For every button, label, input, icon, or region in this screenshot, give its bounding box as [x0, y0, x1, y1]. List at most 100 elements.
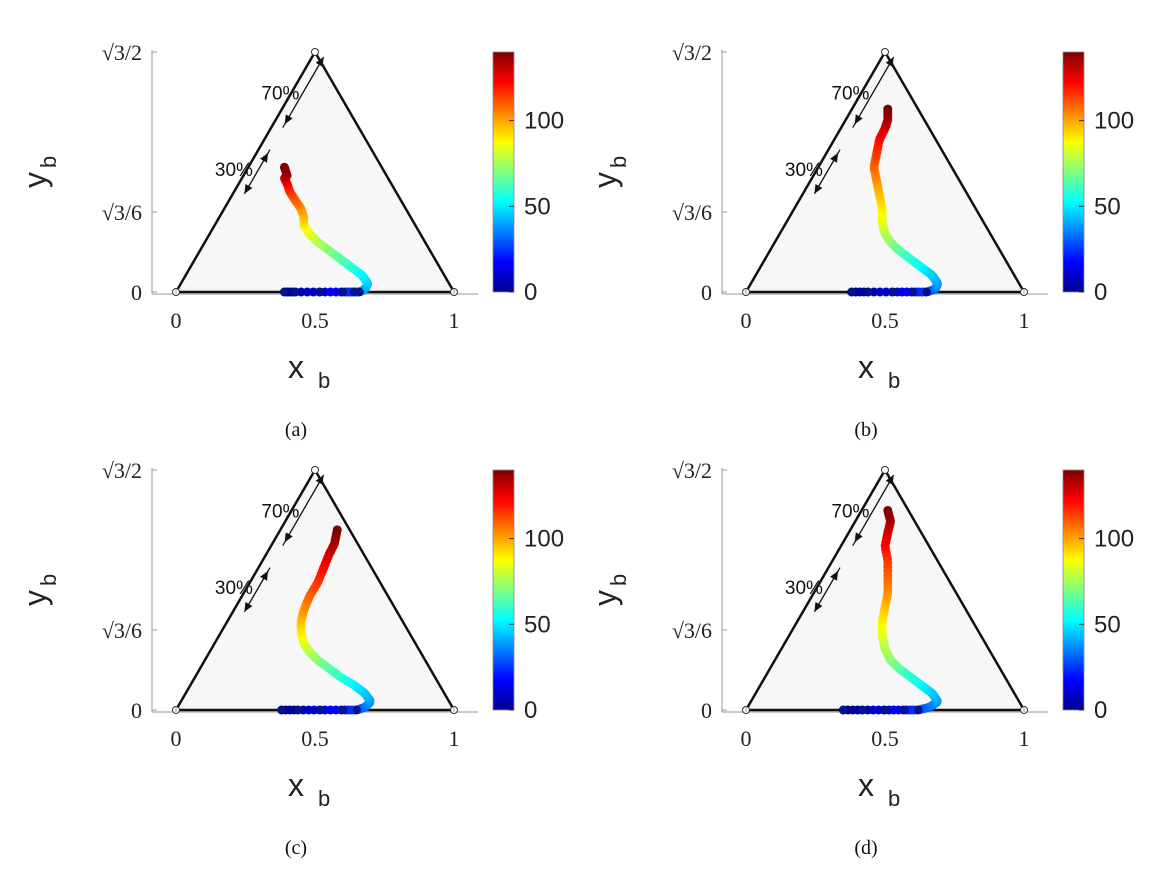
arrow-70-head-end [885, 475, 894, 485]
arrow-separator [835, 567, 841, 575]
initial-point [338, 705, 348, 715]
arrow-70-line [854, 56, 895, 125]
trajectory-point [332, 525, 342, 535]
arrow-separator [265, 567, 271, 575]
colorbar-tick-label: 0 [524, 697, 537, 724]
y-axis-label-sub: b [606, 574, 631, 586]
colorbar-tick-label: 100 [524, 108, 564, 135]
y-axis-label-sub: b [36, 156, 61, 168]
annotation-30: 30% [215, 578, 253, 599]
y-axis-label-group: yb [17, 156, 61, 188]
initial-point [355, 287, 364, 297]
panel-caption: (d) [854, 837, 877, 859]
y-tick-label: √3/6 [102, 618, 142, 643]
y-tick-label: 0 [131, 698, 142, 723]
arrow-30-head-start [244, 602, 253, 612]
x-axis-label-sub: b [888, 368, 900, 393]
y-axis-label: y [17, 590, 53, 606]
initial-point [316, 705, 325, 715]
initial-point [900, 705, 909, 715]
colorbar-tick-label: 0 [1094, 697, 1107, 724]
panel-caption: (c) [285, 837, 307, 859]
colorbar [492, 469, 515, 711]
annotation-70: 70% [831, 501, 869, 522]
colorbar [1062, 51, 1085, 293]
initial-point [880, 705, 890, 715]
initial-point [338, 287, 348, 297]
y-axis-label-group: yb [17, 574, 61, 606]
x-axis-label-sub: b [888, 786, 900, 811]
y-tick-label: 0 [701, 698, 712, 723]
x-tick-label: 0.5 [301, 308, 329, 333]
x-tick-label: 0 [171, 308, 182, 333]
arrow-separator [852, 538, 858, 546]
x-tick-label: 1 [449, 308, 460, 333]
x-tick-label: 0.5 [871, 726, 899, 751]
arrow-separator [265, 149, 271, 157]
x-axis-label: x [858, 767, 874, 803]
initial-point [889, 287, 898, 297]
x-axis-label: x [288, 767, 304, 803]
x-tick-label: 0.5 [871, 308, 899, 333]
y-axis-label: y [587, 590, 623, 606]
trajectory-point [883, 104, 893, 114]
x-axis-label-sub: b [318, 368, 330, 393]
colorbar-tick-label: 100 [1094, 108, 1134, 135]
panel-caption: (b) [854, 419, 877, 441]
annotation-70: 70% [261, 501, 299, 522]
arrow-70-line [284, 56, 325, 125]
arrow-separator [282, 538, 288, 546]
x-tick-label: 0 [741, 726, 752, 751]
x-axis-label: x [858, 349, 874, 385]
vertex-marker [881, 48, 889, 56]
colorbar-tick-label: 50 [524, 193, 551, 220]
initial-point [352, 705, 361, 715]
vertex-marker [311, 48, 319, 56]
arrow-70-line [854, 474, 895, 543]
arrow-70-head-end [315, 475, 324, 485]
y-tick-label: √3/2 [672, 458, 712, 483]
initial-point [847, 287, 856, 297]
vertex-marker [311, 466, 319, 474]
y-axis-label: y [587, 172, 623, 188]
x-tick-label: 1 [449, 726, 460, 751]
arrow-30-head-start [244, 184, 253, 194]
initial-point [277, 705, 286, 715]
colorbar-tick-label: 0 [1094, 279, 1107, 306]
colorbar-tick-label: 50 [1094, 611, 1121, 638]
initial-point [316, 287, 325, 297]
annotation-30: 30% [785, 160, 823, 181]
initial-point [914, 705, 923, 715]
panel-caption: (a) [285, 419, 307, 441]
x-tick-label: 0 [741, 308, 752, 333]
x-tick-label: 1 [1019, 308, 1030, 333]
trajectory-point [883, 505, 893, 515]
arrow-70-head-end [885, 57, 894, 67]
annotation-30: 30% [215, 160, 253, 181]
annotation-30: 30% [785, 578, 823, 599]
colorbar-tick-label: 50 [524, 611, 551, 638]
x-axis-label: x [288, 349, 304, 385]
initial-point [858, 705, 868, 715]
y-tick-label: √3/6 [102, 200, 142, 225]
initial-point [839, 705, 848, 715]
initial-point [908, 287, 918, 297]
y-tick-label: √3/6 [672, 618, 712, 643]
y-tick-label: 0 [131, 280, 142, 305]
y-axis-label-group: yb [587, 156, 631, 188]
arrow-separator [835, 149, 841, 157]
arrow-separator [282, 120, 288, 128]
colorbar-tick-label: 50 [1094, 193, 1121, 220]
y-tick-label: √3/2 [672, 40, 712, 65]
trajectory-point [279, 162, 289, 172]
y-axis-label-sub: b [36, 574, 61, 586]
initial-point [294, 705, 303, 715]
x-tick-label: 1 [1019, 726, 1030, 751]
vertex-marker [881, 466, 889, 474]
arrow-30-head-start [814, 184, 823, 194]
arrow-30-head-start [814, 602, 823, 612]
